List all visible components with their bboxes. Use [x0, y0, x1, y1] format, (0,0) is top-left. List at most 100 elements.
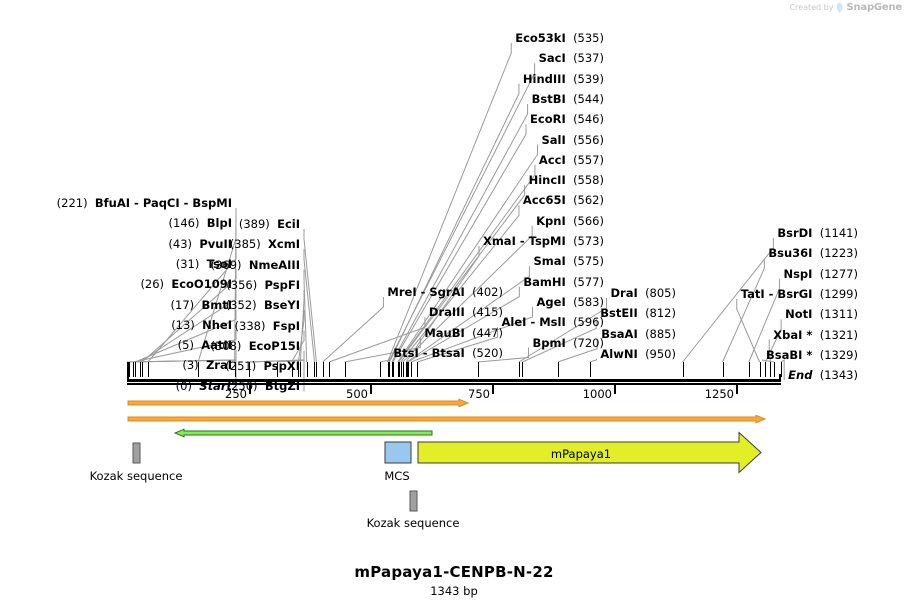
site-position: (1321)	[819, 327, 858, 342]
restriction-site-label: (5) AatII	[178, 339, 232, 352]
site-tick-mark	[323, 362, 324, 377]
site-tick-mark	[292, 362, 293, 377]
site-position: (221)	[56, 196, 88, 210]
restriction-site-label: NotI (1311)	[785, 308, 858, 321]
restriction-site-label: (356) PspFI	[226, 277, 300, 292]
site-tick-mark	[140, 362, 141, 377]
site-position: (43)	[168, 236, 193, 251]
restriction-site-label: TatI - BsrGI (1299)	[740, 286, 858, 301]
restriction-site-label: Eco53kI (535)	[515, 32, 604, 45]
restriction-site-label: (221) BfuAI - PaqCI - BspMI	[56, 196, 232, 210]
site-enzyme-name: AccI	[538, 152, 566, 167]
site-enzyme-name: BsaAI	[601, 326, 638, 341]
site-tick-mark	[407, 362, 408, 377]
restriction-site-label: DraIII (415)	[429, 307, 503, 319]
site-enzyme-name: BtsI - BtsaI	[393, 345, 465, 360]
site-enzyme-name: BpmI	[532, 335, 566, 350]
site-tick-mark	[749, 362, 750, 377]
restriction-site-label: (146) BlpI	[169, 218, 232, 230]
site-position: (575)	[573, 254, 604, 269]
site-position: (520)	[472, 345, 503, 360]
site-position: (31)	[175, 256, 200, 271]
ruler-tick-label: 1000	[582, 387, 612, 401]
site-tick-mark	[406, 362, 407, 377]
ruler-tick-mark	[492, 385, 494, 394]
restriction-site-label: BsrDI (1141)	[777, 227, 858, 240]
site-enzyme-name: BseYI	[263, 298, 300, 313]
site-enzyme-name: HindIII	[522, 71, 566, 86]
ruler-tick-label: 1250	[704, 387, 734, 401]
site-enzyme-name: TatI - BsrGI	[740, 286, 813, 301]
site-enzyme-name: MreI - SgrAI	[387, 285, 465, 299]
site-tick-mark	[683, 362, 684, 377]
restriction-site-label: AccI (557)	[538, 152, 604, 167]
site-enzyme-name: HincII	[528, 173, 566, 188]
restriction-site-label: BstBI (544)	[531, 91, 604, 106]
restriction-site-label: (308) EcoP15I	[210, 340, 300, 353]
site-position: (250)	[226, 379, 258, 394]
restriction-site-label: BstEII (812)	[600, 308, 676, 320]
site-tick-mark	[519, 362, 520, 377]
site-enzyme-name: BlpI	[206, 216, 232, 231]
site-enzyme-name: ZraI	[205, 358, 232, 373]
restriction-site-label: (31) TsoI	[175, 256, 232, 271]
kozak-sequence-label-1: Kozak sequence	[89, 469, 183, 483]
restriction-site-label: MauBI (447)	[424, 325, 503, 340]
watermark-brand: SnapGene	[846, 2, 902, 13]
site-enzyme-name: SalI	[541, 132, 566, 147]
site-enzyme-name: PspXI	[263, 359, 300, 374]
site-enzyme-name: SmaI	[533, 254, 566, 269]
ruler-tick-mark	[614, 385, 616, 394]
site-position: (26)	[140, 277, 165, 292]
site-tick-mark	[128, 362, 129, 377]
site-position: (720)	[573, 335, 604, 350]
site-tick-mark	[142, 362, 143, 377]
site-tick-mark	[388, 362, 389, 377]
site-tick-mark	[398, 362, 399, 377]
site-enzyme-name: AleI - MslI	[501, 315, 566, 330]
site-enzyme-name: MauBI	[424, 325, 465, 340]
sequence-backbone	[127, 379, 781, 382]
site-enzyme-name: AlwNI	[600, 346, 638, 361]
restriction-site-label: (251) PspXI	[225, 359, 300, 374]
site-tick-mark	[133, 362, 134, 377]
site-position: (1343)	[819, 368, 858, 383]
site-enzyme-name: FspI	[272, 318, 300, 333]
site-enzyme-name: BstBI	[531, 91, 566, 106]
site-enzyme-name: TsoI	[206, 256, 232, 271]
site-enzyme-name: NmeAIII	[248, 257, 300, 272]
site-tick-mark	[590, 362, 591, 377]
mcs-feature-box	[384, 441, 412, 464]
restriction-site-label: SmaI (575)	[533, 256, 604, 268]
site-enzyme-name: DraI	[610, 286, 638, 300]
restriction-site-label: Acc65I (562)	[523, 195, 604, 207]
restriction-site-label: Bsu36I (1223)	[768, 248, 858, 260]
site-position: (3)	[182, 358, 199, 373]
restriction-site-label: AgeI (583)	[537, 296, 604, 309]
site-position: (1299)	[819, 286, 858, 301]
site-tick-mark	[380, 362, 381, 377]
restriction-site-label: HindIII (539)	[522, 71, 604, 86]
site-enzyme-name: XcmI	[268, 237, 300, 252]
site-position: (356)	[226, 277, 258, 292]
restriction-site-label: NspI (1277)	[783, 266, 858, 281]
backbone-end-cap	[127, 374, 129, 382]
site-position: (546)	[573, 112, 604, 127]
backbone-end-cap	[779, 374, 781, 382]
site-position: (544)	[573, 91, 604, 106]
restriction-site-label: BtsI - BtsaI (520)	[393, 345, 503, 360]
site-tick-mark	[389, 362, 390, 377]
restriction-site-label: BsaAI (885)	[601, 326, 676, 341]
restriction-site-label: (43) PvuII	[168, 236, 232, 251]
site-enzyme-name: BtgZI	[264, 379, 300, 394]
site-enzyme-name: EciI	[277, 217, 300, 231]
site-enzyme-name: BfuAI - PaqCI - BspMI	[94, 196, 232, 210]
mpapaya1-label: mPapaya1	[550, 447, 612, 461]
kozak-sequence-marker-1	[132, 442, 141, 464]
site-tick-mark	[774, 362, 775, 377]
restriction-site-label: (338) FspI	[235, 318, 300, 333]
site-tick-mark	[392, 362, 393, 377]
site-enzyme-name: NspI	[783, 266, 813, 281]
site-position: (562)	[573, 193, 604, 208]
site-position: (251)	[225, 359, 257, 374]
